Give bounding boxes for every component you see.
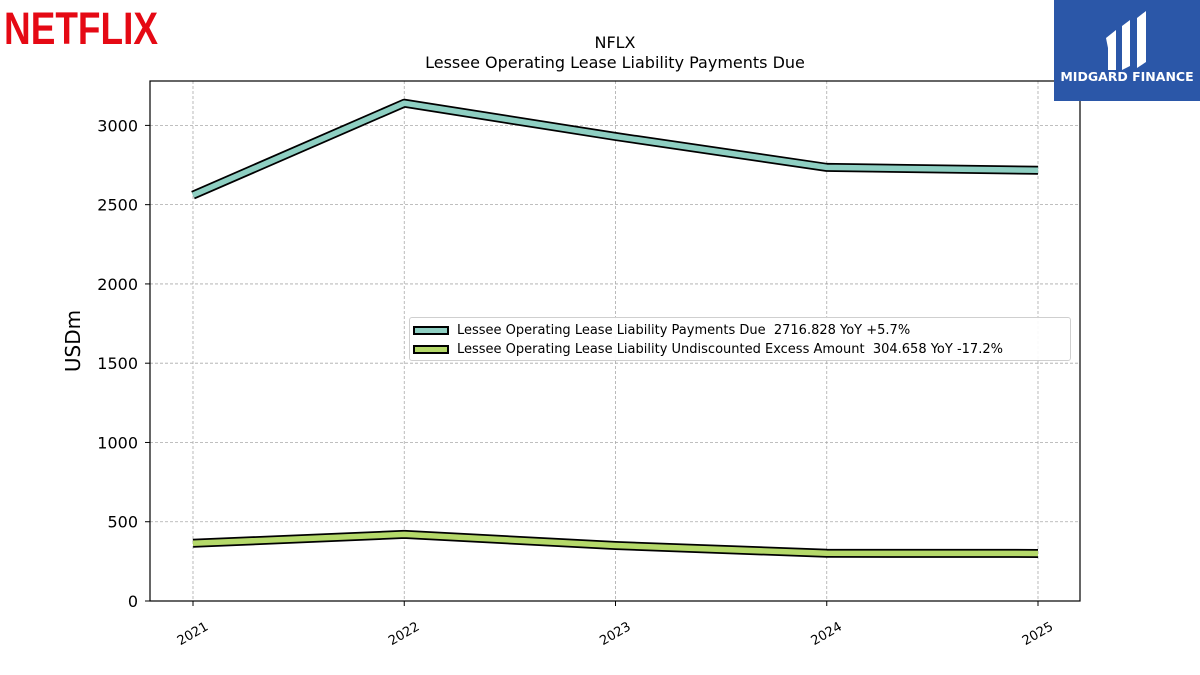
midgard-finance-logo: MIDGARD FINANCE [1054,0,1200,101]
chart-subtitle: Lessee Operating Lease Liability Payment… [425,53,805,72]
series-1-point [615,135,616,137]
y-tick-label: 500 [107,513,138,532]
series-lines [191,98,1039,558]
series-2-point [615,545,616,547]
series-2-point [1037,552,1039,554]
y-tick-label: 2000 [97,275,138,294]
y-ticks: 0 500 1000 1500 2000 2500 3000 [97,116,150,611]
x-tick-label: 2023 [597,619,633,649]
x-tick-label: 2025 [1020,619,1056,649]
legend-swatch-payments-due [413,326,449,335]
series-1-point [192,194,194,196]
netflix-logo: NETFLIX [4,3,158,50]
series-1-point [826,166,828,168]
midgard-mark-icon [1106,11,1146,70]
series-2-point [192,542,194,544]
legend-swatch-excess-amount [413,345,449,354]
legend-entry: Lessee Operating Lease Liability Payment… [412,321,1070,340]
series-1-point [403,102,405,104]
legend-label: Lessee Operating Lease Liability Undisco… [457,342,1003,357]
series-2-point [403,533,405,535]
series-1-point [1037,169,1039,171]
netflix-logo-text: NETFLIX [4,3,158,50]
midgard-logo-text: MIDGARD FINANCE [1060,69,1193,84]
x-tick-label: 2022 [386,619,422,649]
legend-label: Lessee Operating Lease Liability Payment… [457,323,911,338]
chart-legend: Lessee Operating Lease Liability Payment… [409,317,1071,361]
x-tick-label: 2024 [809,619,845,649]
y-tick-label: 1500 [97,354,138,373]
y-tick-label: 1000 [97,433,138,452]
y-axis-label: USDm [61,310,85,372]
x-ticks: 2021 2022 2023 2024 2025 [175,601,1056,649]
y-tick-label: 0 [128,592,138,611]
y-tick-label: 2500 [97,196,138,215]
x-tick-label: 2021 [175,619,211,649]
chart-title: NFLX [594,33,635,52]
legend-entry: Lessee Operating Lease Liability Undisco… [412,340,1070,359]
y-tick-label: 3000 [97,116,138,135]
series-2-point [826,552,828,554]
